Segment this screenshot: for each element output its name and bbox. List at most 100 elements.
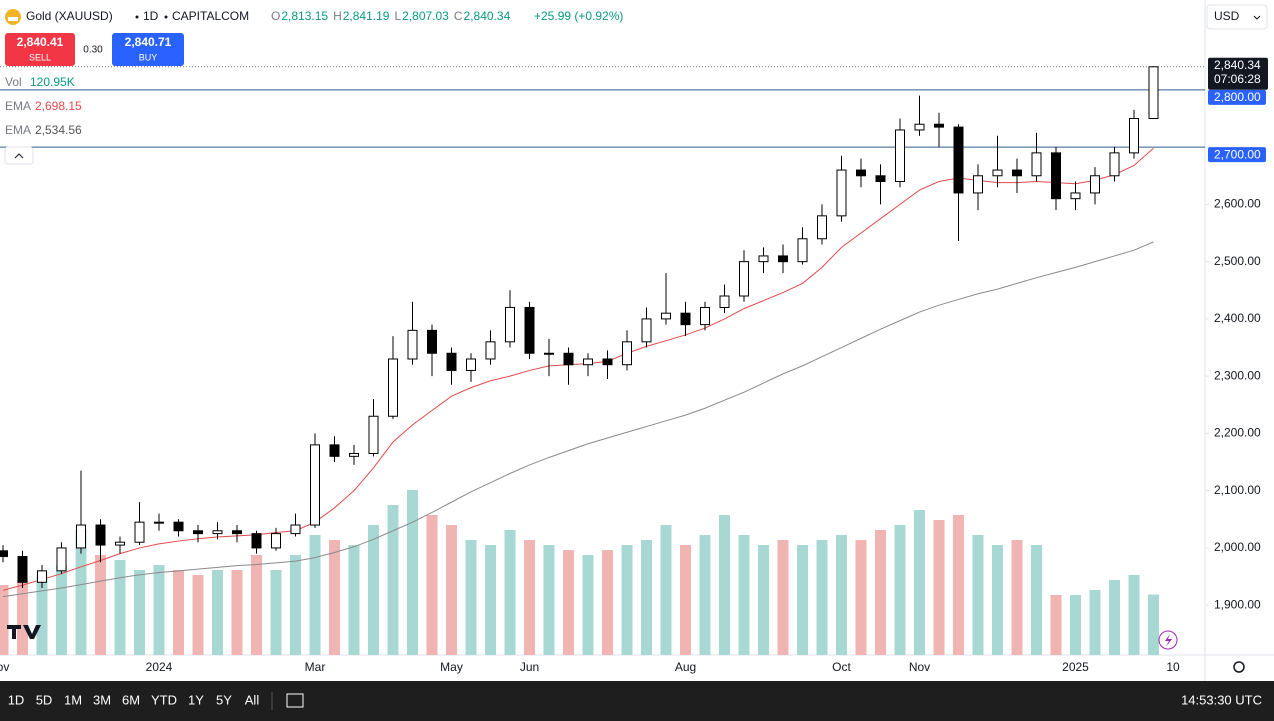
settings-icon[interactable] bbox=[1233, 661, 1245, 673]
range-button[interactable]: 6M bbox=[122, 692, 140, 707]
candle-body bbox=[1031, 152, 1042, 177]
volume-bar bbox=[1031, 545, 1042, 655]
volume-bar bbox=[797, 545, 808, 655]
volume-bar bbox=[758, 545, 769, 655]
candle-body bbox=[154, 521, 164, 524]
legend-value: 2,534.56 bbox=[35, 123, 82, 137]
range-button[interactable]: 1D bbox=[8, 692, 25, 707]
range-button[interactable]: 1M bbox=[64, 692, 82, 707]
volume-bar bbox=[368, 525, 379, 655]
volume-bar bbox=[192, 575, 204, 655]
volume-bar bbox=[173, 570, 184, 655]
x-tick-label: Oct bbox=[832, 660, 851, 674]
range-button[interactable]: 5Y bbox=[216, 692, 232, 707]
candle-body bbox=[56, 547, 67, 572]
exchange: CAPITALCOM bbox=[172, 9, 249, 23]
candle-body bbox=[37, 570, 47, 583]
legend-value: 120.95K bbox=[30, 75, 75, 89]
buy-button[interactable] bbox=[112, 33, 184, 66]
volume-bar bbox=[134, 570, 145, 655]
candle-body bbox=[271, 533, 281, 549]
candle-body bbox=[973, 175, 983, 194]
legend-name: Vol bbox=[5, 75, 22, 89]
volume-bar bbox=[855, 540, 867, 655]
range-button[interactable]: 5D bbox=[36, 692, 53, 707]
ohlc-key: O bbox=[271, 9, 280, 23]
candle-body bbox=[1070, 192, 1081, 200]
candle-body bbox=[719, 295, 730, 308]
x-tick-label: Nov bbox=[909, 660, 930, 674]
legend-name: EMA bbox=[5, 99, 31, 113]
volume-bar bbox=[1089, 590, 1101, 655]
buy-label[interactable]: BUY bbox=[139, 52, 158, 62]
candle-body bbox=[875, 175, 886, 182]
volume-bar bbox=[251, 555, 262, 655]
candle-body bbox=[563, 352, 574, 366]
volume-bar bbox=[621, 545, 633, 655]
last-price-label: 2,840.34 bbox=[1214, 58, 1261, 72]
range-button[interactable]: 1Y bbox=[188, 692, 204, 707]
candle-body bbox=[466, 358, 476, 371]
candle-body bbox=[895, 129, 905, 182]
candle-body bbox=[739, 261, 749, 297]
volume-bar bbox=[543, 545, 555, 655]
volume-bar bbox=[1109, 580, 1120, 655]
date-range-icon[interactable] bbox=[286, 693, 304, 708]
candle-body bbox=[76, 524, 86, 549]
volume-bar bbox=[329, 540, 340, 655]
candle-body bbox=[134, 521, 145, 543]
currency-button[interactable] bbox=[1206, 4, 1268, 30]
volume-bar bbox=[75, 530, 87, 655]
y-tick-label: 1,900.00 bbox=[1214, 597, 1261, 611]
range-button[interactable]: YTD bbox=[151, 692, 177, 707]
buy-price[interactable]: 2,840.71 bbox=[125, 35, 172, 49]
y-tick-label: 2,300.00 bbox=[1214, 368, 1261, 382]
clock: 14:53:30 UTC bbox=[1181, 692, 1262, 707]
range-button[interactable]: 3M bbox=[93, 692, 111, 707]
candle-body bbox=[368, 415, 379, 454]
volume-bar bbox=[153, 565, 165, 655]
volume-bar bbox=[212, 570, 223, 655]
symbol-icon bbox=[8, 17, 18, 21]
countdown: 07:06:28 bbox=[1214, 72, 1261, 86]
y-tick-label: 2,000.00 bbox=[1214, 540, 1261, 554]
candle-body bbox=[817, 215, 827, 240]
x-tick-label: Jun bbox=[520, 660, 539, 674]
range-button[interactable]: All bbox=[245, 692, 260, 707]
candle-body bbox=[0, 550, 8, 558]
sell-button[interactable] bbox=[5, 33, 75, 66]
volume-bar bbox=[992, 545, 1003, 655]
candle-body bbox=[914, 123, 925, 131]
y-tick-label: 2,600.00 bbox=[1214, 197, 1261, 211]
collapse-button[interactable] bbox=[4, 146, 34, 165]
price-tag bbox=[1208, 147, 1266, 163]
ohlc-key: C bbox=[454, 9, 463, 23]
volume-bar bbox=[485, 545, 496, 655]
y-tick-label: 2,500.00 bbox=[1214, 254, 1261, 268]
logo[interactable] bbox=[7, 625, 41, 639]
candle-body bbox=[349, 452, 359, 457]
y-tick-label: 2,200.00 bbox=[1214, 426, 1261, 440]
x-tick-label: May bbox=[440, 660, 463, 674]
candle-body bbox=[388, 358, 398, 417]
volume-bar bbox=[348, 545, 360, 655]
ohlc-value: 2,841.19 bbox=[343, 9, 390, 23]
sell-price[interactable]: 2,840.41 bbox=[17, 35, 64, 49]
currency[interactable]: USD bbox=[1214, 9, 1240, 23]
volume-bar bbox=[504, 530, 516, 655]
volume-bar bbox=[875, 530, 886, 655]
price-tag-label: 2,800.00 bbox=[1214, 90, 1261, 104]
alert-icon bbox=[1165, 634, 1172, 647]
sell-label[interactable]: SELL bbox=[29, 52, 51, 62]
legend-value: 2,698.15 bbox=[35, 99, 82, 113]
candle-body bbox=[544, 352, 554, 355]
candle-body bbox=[680, 312, 691, 326]
volume-bar bbox=[1148, 594, 1159, 655]
y-tick-label: 2,400.00 bbox=[1214, 311, 1261, 325]
volume-bar bbox=[524, 540, 535, 655]
candle-body bbox=[1012, 169, 1022, 177]
candle-body bbox=[524, 306, 535, 354]
price-tag-label: 2,700.00 bbox=[1214, 147, 1261, 161]
